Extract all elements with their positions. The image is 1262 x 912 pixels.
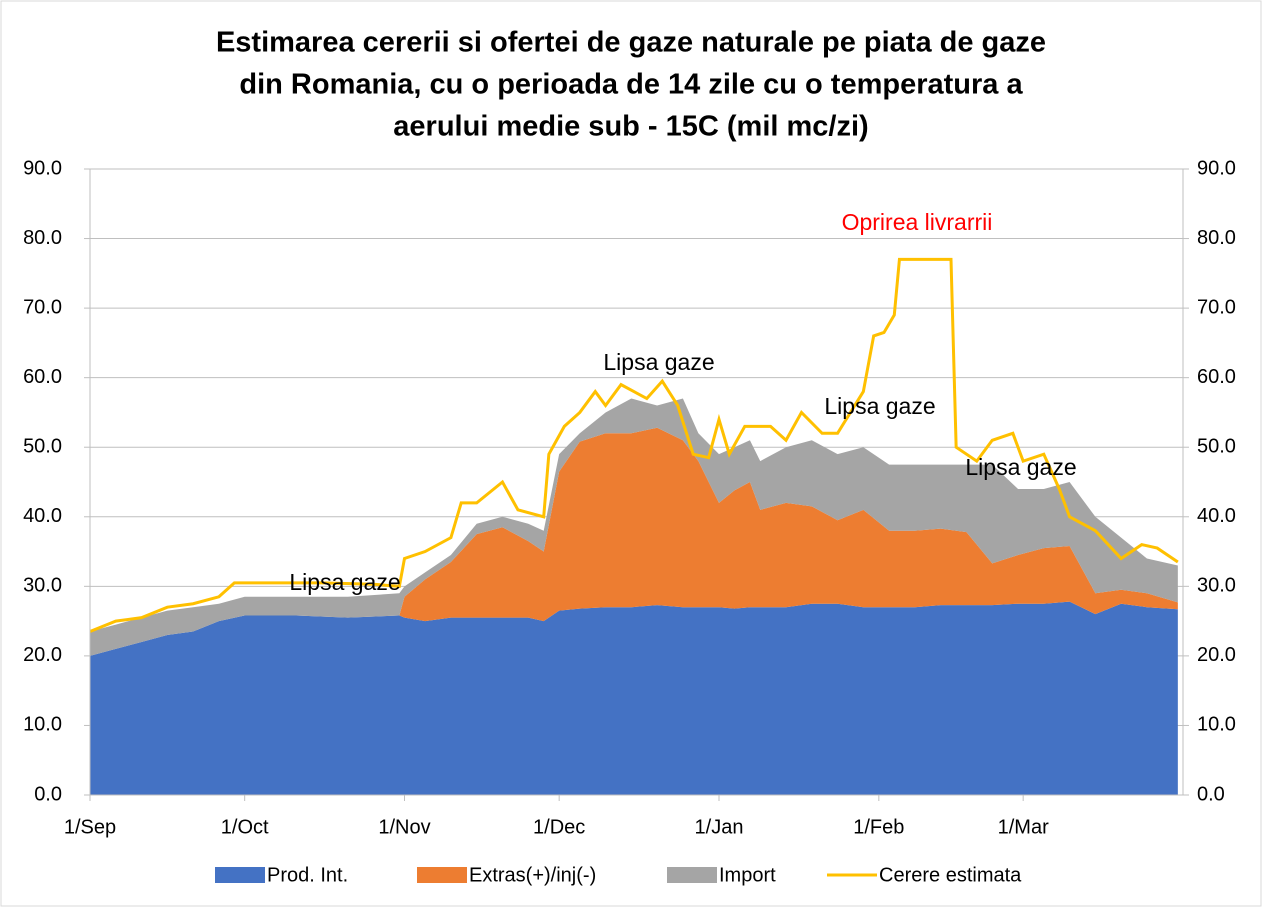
- y2-tick-label: 20.0: [1197, 644, 1236, 666]
- y-tick-label: 40.0: [23, 505, 62, 527]
- y-tick-label: 90.0: [23, 157, 62, 179]
- legend-label: Import: [719, 864, 776, 886]
- annotation: Lipsa gaze: [824, 393, 935, 419]
- demand-line: [89, 257, 1179, 633]
- y-tick-label: 80.0: [23, 227, 62, 249]
- y2-tick-label: 10.0: [1197, 714, 1236, 736]
- x-tick-label: 1/Mar: [998, 816, 1049, 838]
- legend-swatch: [215, 867, 265, 883]
- y-tick-label: 0.0: [34, 783, 62, 805]
- annotation: Lipsa gaze: [289, 569, 400, 595]
- y2-tick-label: 60.0: [1197, 366, 1236, 388]
- legend-swatch: [417, 867, 467, 883]
- stacked-area: [90, 398, 1178, 656]
- legend-label: Prod. Int.: [267, 864, 348, 886]
- y2-tick-label: 50.0: [1197, 436, 1236, 458]
- y2-tick-label: 80.0: [1197, 227, 1236, 249]
- y2-tick-label: 0.0: [1197, 783, 1225, 805]
- chart-title: aerului medie sub - 15C (mil mc/zi): [393, 111, 868, 143]
- chart-title: Estimarea cererii si ofertei de gaze nat…: [216, 27, 1046, 59]
- legend-label: Cerere estimata: [879, 864, 1022, 886]
- annotation: Lipsa gaze: [603, 349, 714, 375]
- x-tick-label: 1/Nov: [378, 816, 430, 838]
- x-tick-label: 1/Dec: [533, 816, 585, 838]
- x-tick-label: 1/Sep: [64, 816, 116, 838]
- y2-tick-label: 40.0: [1197, 505, 1236, 527]
- y-tick-label: 50.0: [23, 436, 62, 458]
- y2-tick-label: 30.0: [1197, 575, 1236, 597]
- y-tick-label: 60.0: [23, 366, 62, 388]
- legend-label: Extras(+)/inj(-): [469, 864, 596, 886]
- y-tick-label: 20.0: [23, 644, 62, 666]
- chart-title: din Romania, cu o perioada de 14 zile cu…: [239, 69, 1023, 101]
- y-tick-label: 70.0: [23, 296, 62, 318]
- y2-tick-label: 70.0: [1197, 296, 1236, 318]
- x-tick-label: 1/Oct: [221, 816, 269, 838]
- legend-swatch: [667, 867, 717, 883]
- y2-tick-label: 90.0: [1197, 157, 1236, 179]
- x-tick-label: 1/Feb: [853, 816, 904, 838]
- x-tick-label: 1/Jan: [695, 816, 744, 838]
- annotation: Lipsa gaze: [965, 454, 1076, 480]
- annotation: Oprirea livrarrii: [842, 209, 993, 235]
- stacked-area: [90, 427, 1178, 656]
- stacked-area: [90, 601, 1178, 795]
- y-tick-label: 10.0: [23, 714, 62, 736]
- y-tick-label: 30.0: [23, 575, 62, 597]
